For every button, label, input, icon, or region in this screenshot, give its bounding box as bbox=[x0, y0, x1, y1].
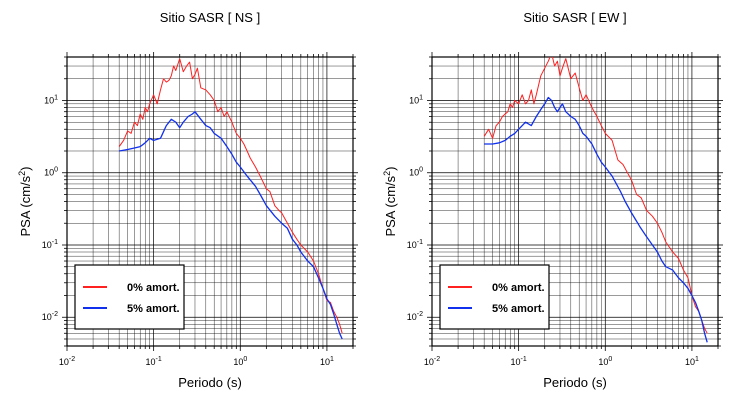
x-axis-label: Periodo (s) bbox=[543, 375, 607, 390]
chart-panel-0: 10-2 10-1 100 101 10-2 10-1 100 101 Sitio SASR [… bbox=[17, 10, 358, 390]
chart-title: Sitio SASR [ EW ] bbox=[523, 10, 626, 25]
legend-label-1: 5% amort. bbox=[492, 303, 545, 315]
x-axis-label: Periodo (s) bbox=[178, 375, 242, 390]
y-axis-label: PSA (cm/s2) bbox=[382, 166, 398, 236]
series-line-1 bbox=[119, 111, 343, 340]
y-tick-label: 101 bbox=[44, 94, 58, 105]
legend-label-0: 0% amort. bbox=[492, 282, 545, 294]
x-tick-label: 100 bbox=[233, 356, 247, 367]
legend-box bbox=[439, 264, 550, 330]
x-tick-label: 10-2 bbox=[424, 356, 440, 367]
y-tick-label: 10-2 bbox=[407, 311, 423, 322]
chart-title: Sitio SASR [ NS ] bbox=[160, 10, 260, 25]
x-tick-label: 100 bbox=[598, 356, 612, 367]
series-line-0 bbox=[118, 58, 343, 334]
legend: 0% amort. 5% amort. bbox=[74, 264, 185, 330]
x-tick-label: 10-1 bbox=[511, 356, 527, 367]
x-tick-label: 10-1 bbox=[146, 356, 162, 367]
series-line-0 bbox=[483, 57, 708, 334]
ticks bbox=[62, 52, 358, 351]
legend-label-0: 0% amort. bbox=[127, 282, 180, 294]
y-axis-label: PSA (cm/s2) bbox=[17, 166, 33, 236]
y-tick-label: 10-1 bbox=[407, 239, 423, 250]
y-tick-label: 100 bbox=[44, 167, 58, 178]
ticks bbox=[427, 52, 723, 351]
legend-box bbox=[74, 264, 185, 330]
x-tick-label: 101 bbox=[685, 356, 699, 367]
y-tick-label: 10-2 bbox=[42, 311, 58, 322]
chart-panel-1: 10-2 10-1 100 101 10-2 10-1 100 101 Sitio SASR [… bbox=[382, 10, 723, 390]
x-tick-label: 101 bbox=[320, 356, 334, 367]
x-tick-label: 10-2 bbox=[59, 356, 75, 367]
y-tick-label: 101 bbox=[409, 94, 423, 105]
legend: 0% amort. 5% amort. bbox=[439, 264, 550, 330]
series-line-1 bbox=[484, 96, 708, 343]
legend-label-1: 5% amort. bbox=[127, 303, 180, 315]
y-tick-label: 100 bbox=[409, 167, 423, 178]
y-tick-label: 10-1 bbox=[42, 239, 58, 250]
grid bbox=[66, 56, 354, 347]
